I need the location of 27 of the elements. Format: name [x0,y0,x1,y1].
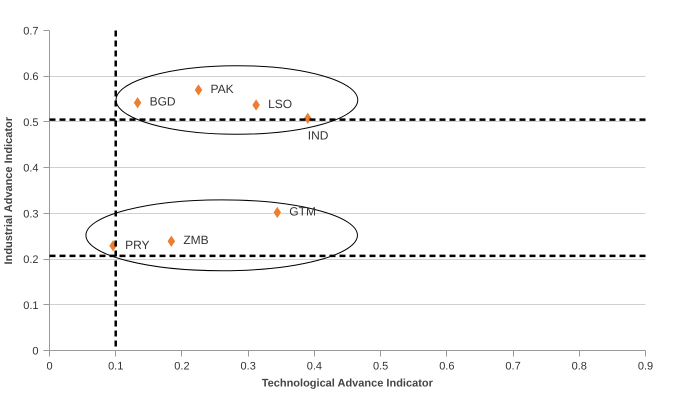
x-tick-label: 0.6 [439,360,454,372]
annotation: PRY [125,238,150,252]
x-tick-label: 0.8 [572,360,587,372]
x-tick-label: 0.1 [108,360,124,372]
annotation: BGD [150,94,176,109]
y-tick-label: 0.1 [23,300,39,312]
y-tick-label: 0.6 [23,71,39,84]
annotation: GTM [289,204,316,218]
annotation: ZMB [183,233,209,248]
x-tick-label: 0.4 [306,360,322,372]
x-tick-label: 0.7 [505,360,521,372]
x-tick-label: 0.2 [174,360,190,372]
annotation: IND [308,128,329,142]
x-tick-label: 0.3 [240,360,256,372]
x-tick-label: 0.9 [638,360,654,372]
y-tick-label: 0.2 [23,254,39,266]
x-axis-title: Technological Advance Indicator [262,378,434,390]
x-tick-label: 0.5 [372,360,388,372]
y-axis-title: Industrial Advance Indicator [3,116,16,264]
y-tick-label: 0.3 [23,208,39,220]
y-tick-label: 0 [32,346,39,358]
y-tick-label: 0.4 [23,162,39,175]
y-tick-label: 0.5 [23,116,39,129]
annotation: LSO [268,97,292,112]
annotation: PAK [210,82,234,96]
x-tick-label: 0 [46,360,53,372]
y-tick-label: 0.7 [23,26,39,38]
